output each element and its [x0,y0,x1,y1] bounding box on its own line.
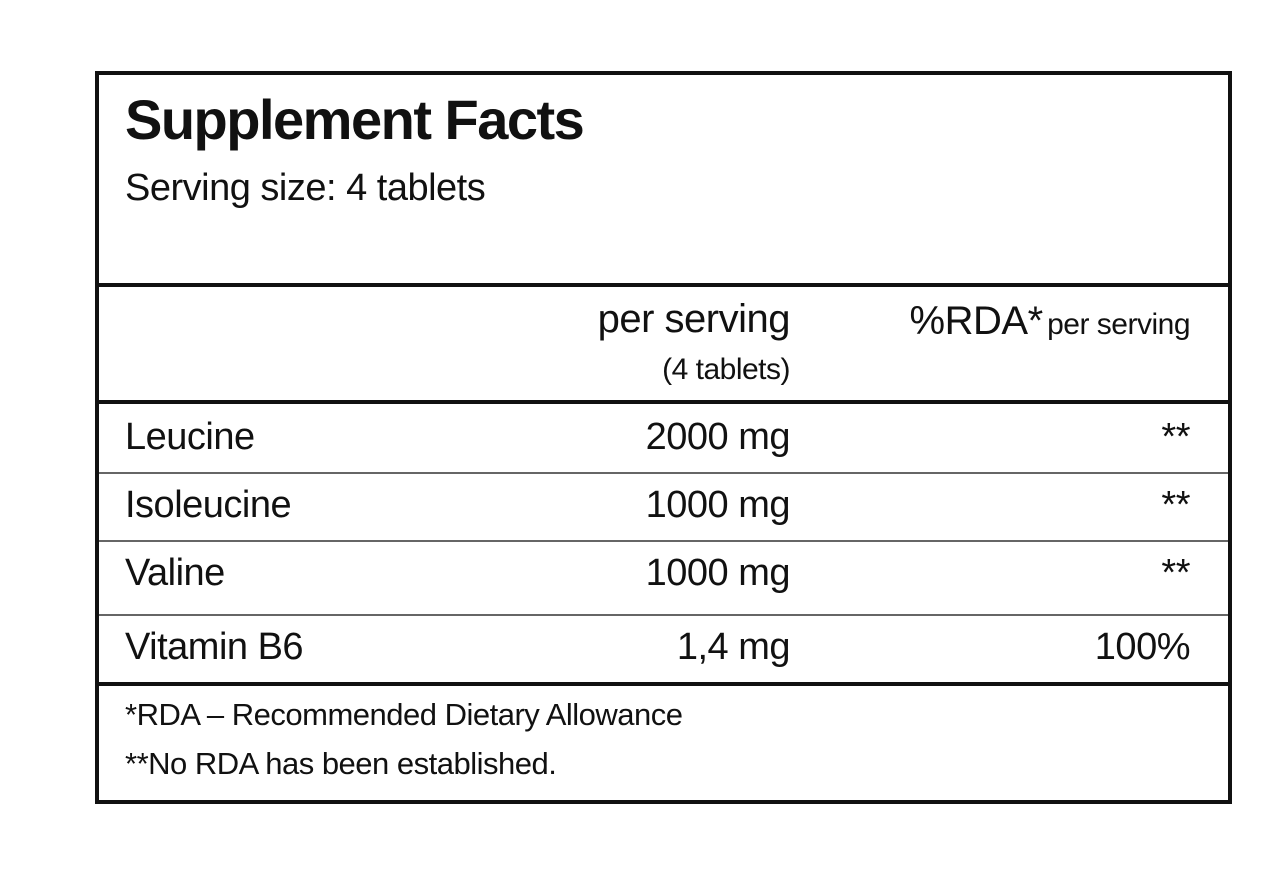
footnote: **No RDA has been established. [125,746,557,781]
nutrient-name: Leucine [125,416,255,458]
rda-percent: ** [1161,416,1190,458]
rda-percent: 100% [1094,626,1191,668]
column-header: %RDA* per serving [909,299,1191,344]
divider [99,400,1228,404]
row-divider [99,614,1228,616]
amount: 1,4 mg [676,626,791,668]
title: Supplement Facts [125,88,585,151]
row-divider [99,540,1228,542]
amount: 1000 mg [645,484,791,526]
column-header: per serving [597,297,791,341]
supplement-facts-label: Supplement Facts Serving size: 4 tablets… [95,71,1232,804]
amount: 2000 mg [645,416,791,458]
amount: 1000 mg [645,552,791,594]
rda-percent: ** [1161,484,1190,526]
rda-percent: ** [1161,552,1190,594]
nutrient-name: Isoleucine [125,484,292,526]
footnote: *RDA – Recommended Dietary Allowance [125,697,683,732]
nutrient-name: Vitamin B6 [125,626,304,668]
serving-size: Serving size: 4 tablets [125,167,486,209]
column-header-main: %RDA* [909,299,1044,343]
divider [99,283,1228,287]
column-header-sub: per serving [1047,308,1190,341]
row-divider [99,472,1228,474]
divider [99,682,1228,686]
nutrient-name: Valine [125,552,225,594]
column-subheader: (4 tablets) [662,353,790,386]
